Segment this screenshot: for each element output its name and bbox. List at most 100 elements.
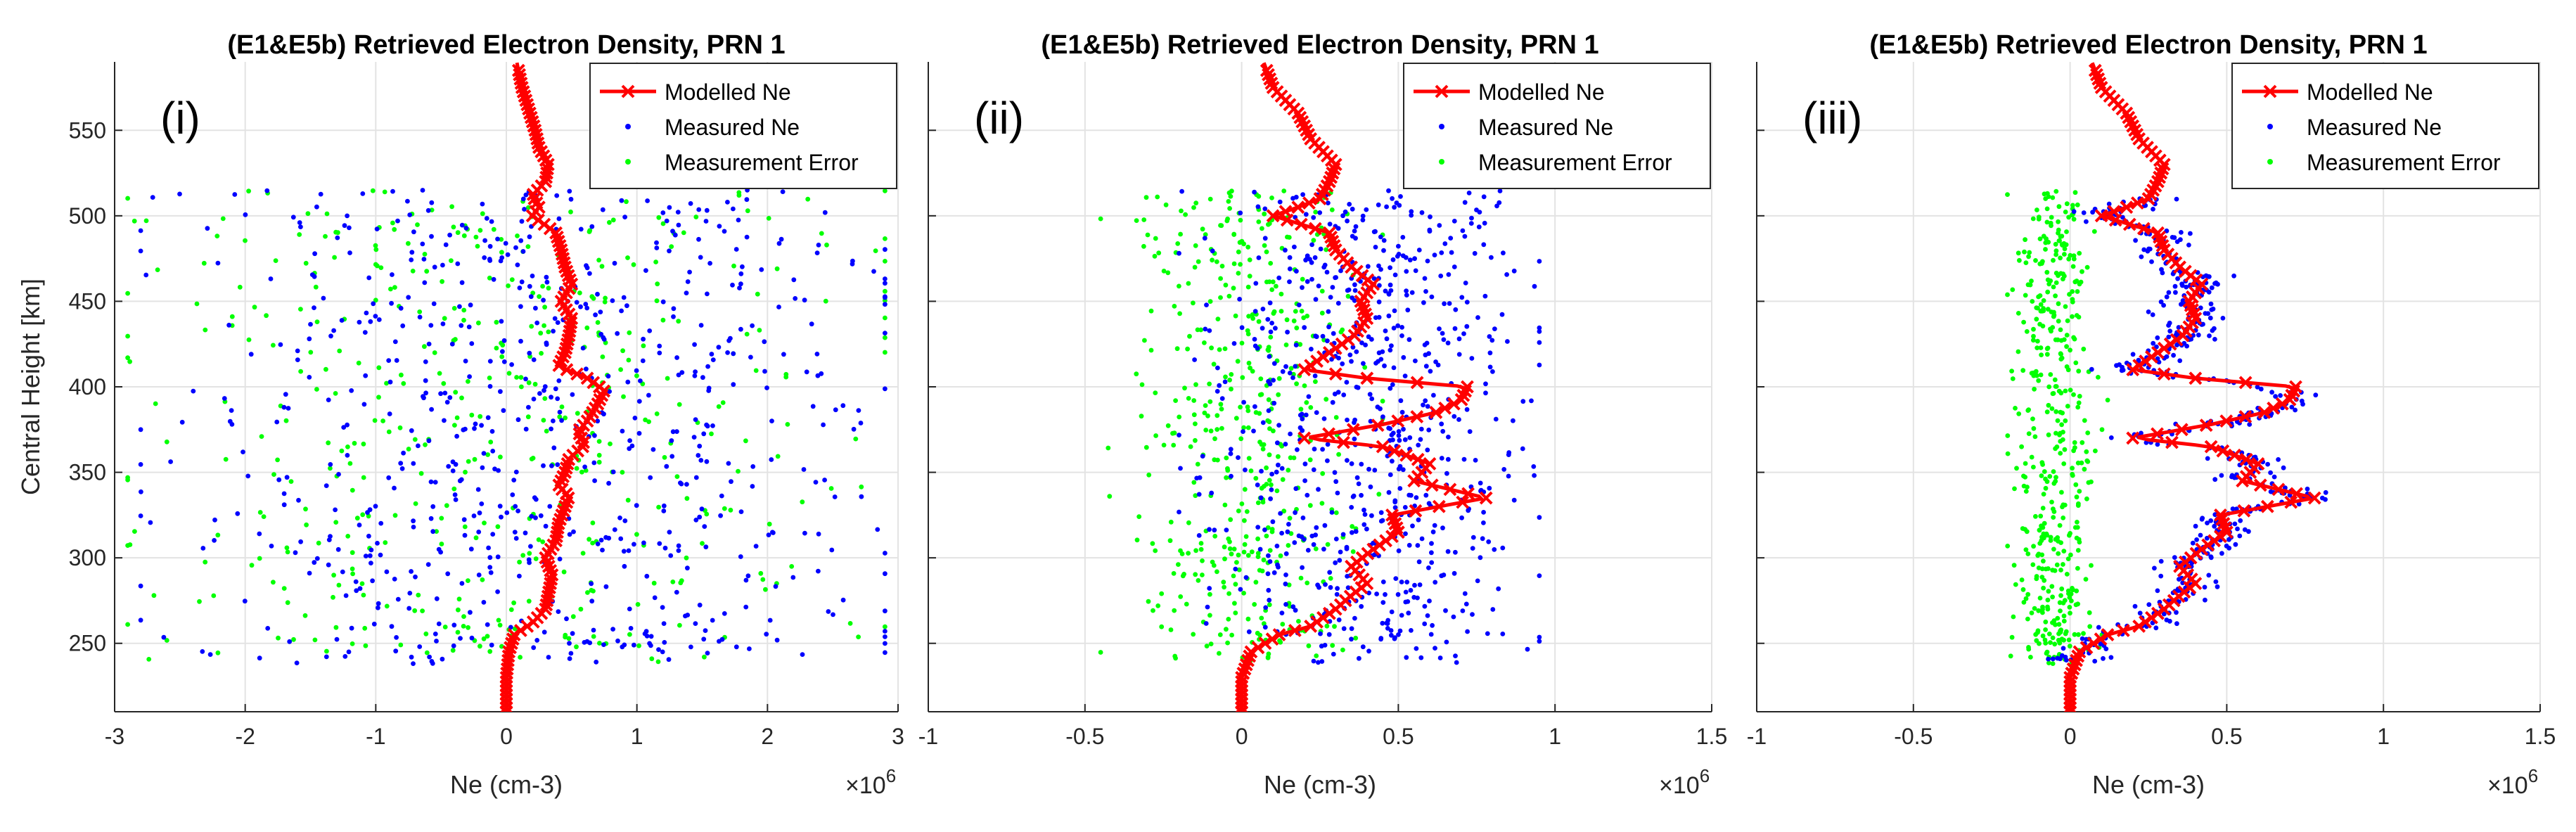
measurement-error-point bbox=[2043, 627, 2049, 632]
measurement-error-point bbox=[2035, 628, 2041, 634]
measurement-error-point bbox=[1192, 264, 1198, 270]
measured-ne-point bbox=[692, 373, 698, 378]
measured-ne-point bbox=[1341, 626, 1347, 632]
measured-ne-point bbox=[1343, 209, 1348, 215]
measured-ne-point bbox=[1228, 447, 1233, 452]
measurement-error-point bbox=[2026, 407, 2032, 412]
measured-ne-point bbox=[2071, 209, 2077, 215]
measured-ne-point bbox=[612, 260, 617, 266]
measurement-error-point bbox=[2051, 546, 2056, 552]
measured-ne-point bbox=[1356, 481, 1361, 487]
measured-ne-point bbox=[1318, 246, 1324, 252]
measurement-error-point bbox=[1239, 340, 1245, 346]
measured-ne-point bbox=[1252, 337, 1257, 342]
measurement-error-point bbox=[2031, 333, 2036, 339]
measured-ne-point bbox=[1311, 658, 1316, 664]
measured-ne-point bbox=[1396, 243, 1401, 249]
measurement-error-point bbox=[1219, 425, 1224, 431]
measured-ne-point bbox=[595, 291, 600, 297]
measured-ne-point bbox=[826, 609, 831, 614]
measured-ne-point bbox=[371, 621, 377, 627]
measurement-error-point bbox=[1242, 542, 1248, 547]
modelled-ne-marker bbox=[1376, 440, 1390, 454]
measurement-error-point bbox=[587, 229, 592, 234]
measured-ne-point bbox=[1330, 285, 1335, 290]
measured-ne-point bbox=[488, 570, 494, 575]
measurement-error-point bbox=[359, 581, 365, 587]
measured-ne-point bbox=[1337, 558, 1343, 563]
measurement-error-point bbox=[1274, 488, 1280, 494]
measurement-error-point bbox=[2075, 503, 2081, 508]
measurement-error-point bbox=[2081, 346, 2087, 352]
measurement-error-point bbox=[2066, 591, 2071, 596]
measurement-error-point bbox=[1191, 398, 1197, 403]
measurement-error-point bbox=[1208, 428, 1214, 434]
measurement-error-point bbox=[1145, 232, 1151, 238]
measured-ne-point bbox=[281, 502, 287, 508]
measured-ne-point bbox=[1487, 350, 1493, 356]
measured-ne-point bbox=[1274, 469, 1279, 475]
measured-ne-point bbox=[417, 314, 423, 320]
measured-ne-point bbox=[515, 417, 521, 423]
measured-ne-point bbox=[657, 343, 662, 349]
measured-ne-point bbox=[564, 616, 569, 622]
measured-ne-point bbox=[1268, 496, 1273, 501]
measured-ne-point bbox=[1439, 456, 1444, 461]
modelled-ne-marker bbox=[1308, 222, 1322, 236]
measured-ne-point bbox=[2096, 625, 2101, 630]
measured-ne-point bbox=[1400, 467, 1406, 473]
measured-ne-point bbox=[1452, 326, 1458, 331]
measurement-error-point bbox=[472, 456, 478, 462]
measurement-error-point bbox=[883, 188, 887, 193]
measured-ne-point bbox=[1305, 548, 1311, 553]
measured-ne-point bbox=[2268, 470, 2274, 475]
measured-ne-point bbox=[1390, 459, 1395, 464]
measurement-error-point bbox=[2050, 635, 2056, 641]
measurement-error-point bbox=[1264, 482, 1269, 487]
measurement-error-point bbox=[563, 415, 568, 421]
measurement-error-point bbox=[1340, 647, 1345, 653]
measured-ne-point bbox=[1520, 399, 1526, 404]
measured-ne-point bbox=[425, 207, 431, 213]
measured-ne-point bbox=[347, 225, 352, 231]
measured-ne-point bbox=[1177, 433, 1181, 437]
measurement-error-point bbox=[2073, 602, 2079, 608]
measurement-error-point bbox=[1231, 261, 1237, 267]
measurement-error-point bbox=[1168, 519, 1174, 525]
measured-ne-point bbox=[632, 542, 636, 547]
measured-ne-point bbox=[471, 513, 477, 518]
measurement-error-point bbox=[453, 390, 459, 395]
measurement-error-point bbox=[451, 224, 456, 230]
measurement-error-point bbox=[2067, 595, 2072, 600]
measurement-error-point bbox=[442, 316, 447, 321]
measured-ne-point bbox=[537, 391, 542, 396]
measured-ne-point bbox=[1333, 479, 1339, 485]
measured-ne-point bbox=[832, 494, 838, 499]
measurement-error-point bbox=[883, 236, 887, 241]
measurement-error-point bbox=[392, 285, 397, 290]
measured-ne-point bbox=[409, 569, 414, 574]
measured-ne-point bbox=[1537, 340, 1542, 345]
measurement-error-point bbox=[2005, 192, 2010, 197]
measurement-error-point bbox=[2061, 613, 2067, 619]
measured-ne-point bbox=[1478, 555, 1483, 561]
measurement-error-point bbox=[2045, 289, 2051, 295]
measured-ne-point bbox=[1439, 573, 1444, 579]
measured-ne-point bbox=[883, 641, 887, 646]
measured-ne-point bbox=[1404, 269, 1409, 274]
measured-ne-point bbox=[1271, 400, 1277, 406]
measurement-error-point bbox=[2051, 314, 2056, 319]
measured-ne-point bbox=[851, 426, 857, 432]
measured-ne-point bbox=[1390, 382, 1395, 388]
measured-ne-point bbox=[1341, 392, 1347, 397]
modelled-ne-marker bbox=[1432, 499, 1446, 513]
measurement-error-point bbox=[677, 622, 682, 628]
modelled-ne-marker bbox=[2132, 620, 2146, 633]
measured-ne-point bbox=[1506, 452, 1511, 457]
measured-ne-point bbox=[1396, 433, 1402, 438]
measured-ne-point bbox=[762, 369, 767, 374]
measured-ne-point bbox=[1302, 478, 1307, 483]
measured-ne-point bbox=[430, 661, 435, 666]
measured-ne-point bbox=[1400, 235, 1406, 240]
measured-ne-point bbox=[667, 530, 672, 535]
